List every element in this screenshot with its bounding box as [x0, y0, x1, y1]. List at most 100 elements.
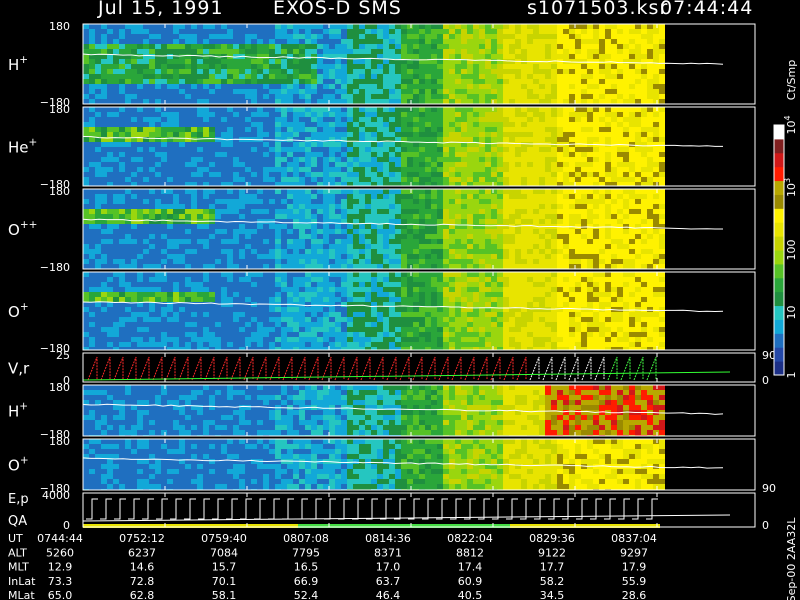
ephemeris-value: 46.4 [376, 589, 401, 600]
ytick-min-h-plus-2: −180 [40, 428, 70, 441]
right-tick-top-vr: 90 [762, 349, 776, 362]
panel-frame-h-plus-2 [82, 384, 756, 437]
trace-line-he-plus [82, 136, 724, 147]
ytick-min-o-plus-2: −180 [40, 482, 70, 495]
colorbar-label-4: 1 [785, 372, 798, 379]
trace-line-o-plus [82, 301, 724, 312]
ytick-min-o-plusplus: −180 [40, 261, 70, 274]
ephemeris-value: 14.6 [130, 561, 155, 574]
panel-label-he-plus: He+ [8, 137, 37, 157]
colorbar [773, 124, 785, 376]
ytick-min-vr: 0 [63, 374, 70, 387]
colorbar-label-1: 103 [783, 178, 798, 197]
qa-bar-segment [298, 524, 510, 528]
ephemeris-value: 15.7 [212, 561, 237, 574]
ytick-min-o-plus: −180 [40, 342, 70, 355]
panel-frame-vr [82, 352, 756, 383]
panel-label2-ep-qa: QA [8, 514, 27, 529]
ephemeris-value: 66.9 [294, 575, 319, 588]
ytick-min-h-plus: −180 [40, 96, 70, 109]
right-tick-bottom-vr: 0 [762, 374, 769, 387]
panel-frame-h-plus [82, 23, 756, 105]
ephemeris-value: 72.8 [130, 575, 155, 588]
ephemeris-label-mlt: MLT [8, 561, 29, 574]
ytick-max-he-plus: 180 [49, 103, 70, 116]
ephemeris-value: 63.7 [376, 575, 401, 588]
ytick-max-o-plus-2: 180 [49, 435, 70, 448]
footer-stamp: Sep-00 2AA32L [785, 517, 798, 600]
panel-label-o-plus: O+ [8, 301, 29, 321]
ephemeris-value: 0807:08 [283, 532, 329, 545]
ephemeris-value: 12.9 [48, 561, 73, 574]
colorbar-unit: Ct/Smp [785, 60, 798, 100]
right-tick-bottom-ep-qa: 0 [762, 519, 769, 532]
trace-line-o-plusplus [82, 218, 724, 230]
ephemeris-value: 0814:36 [365, 532, 411, 545]
panel-frame-o-plusplus [82, 188, 756, 270]
trace-line-h-plus [82, 53, 724, 65]
ephemeris-value: 17.0 [376, 561, 401, 574]
right-tick-bottom-o-plus-2: 90 [762, 482, 776, 495]
colorbar-label-2: 100 [785, 240, 798, 261]
panel-frame-o-plus [82, 271, 756, 351]
ephemeris-value: 34.5 [540, 589, 565, 600]
ephemeris-value: 40.5 [458, 589, 483, 600]
panel-label-h-plus: H+ [8, 54, 28, 74]
ephemeris-value: 8812 [456, 546, 484, 559]
ephemeris-value: 62.8 [130, 589, 155, 600]
ephemeris-value: 16.5 [294, 561, 319, 574]
colorbar-label-0: 104 [783, 115, 798, 134]
ephemeris-value: 73.3 [48, 575, 73, 588]
velocity-baseline [82, 371, 731, 381]
ephemeris-value: 0752:12 [119, 532, 165, 545]
panel-label-o-plus-2: O+ [8, 455, 29, 475]
ephemeris-label-mlat: MLat [8, 589, 35, 600]
panel-label-ep-qa: E,p [8, 492, 29, 507]
ephemeris-value: 5260 [46, 546, 74, 559]
ephemeris-value: 0829:36 [529, 532, 575, 545]
heatmap-cells [83, 24, 665, 490]
ephemeris-value: 65.0 [48, 589, 73, 600]
trace-line-o-plus-2 [82, 457, 724, 469]
ytick-max-h-plus-2: 180 [49, 381, 70, 394]
ephemeris-value: 58.2 [540, 575, 565, 588]
panel-frame-o-plus-2 [82, 438, 756, 491]
colorbar-label-3: 10 [785, 306, 798, 320]
ephemeris-value: 6237 [128, 546, 156, 559]
panel-frame-ep-qa [82, 492, 756, 528]
panel-label-h-plus-2: H+ [8, 401, 28, 421]
ytick-max-ep-qa: 4000 [42, 489, 70, 502]
ytick-min-ep-qa: 0 [63, 519, 70, 532]
ephemeris-value: 55.9 [622, 575, 647, 588]
trace-line-h-plus-2 [82, 403, 724, 415]
ephemeris-value: 0822:04 [447, 532, 493, 545]
plot-date: Jul 15, 1991 [98, 0, 224, 19]
ytick-min-he-plus: −180 [40, 178, 70, 191]
ephemeris-value: 52.4 [294, 589, 319, 600]
ephemeris-label-ut: UT [8, 532, 23, 545]
ephemeris-value: 58.1 [212, 589, 237, 600]
ephemeris-value: 7795 [292, 546, 320, 559]
panel-label-o-plusplus: O++ [8, 219, 37, 239]
ephemeris-value: 7084 [210, 546, 238, 559]
ephemeris-label-alt: ALT [8, 546, 27, 559]
ephemeris-value: 17.9 [622, 561, 647, 574]
ephemeris-value: 70.1 [212, 575, 237, 588]
ytick-max-o-plusplus: 180 [49, 185, 70, 198]
ephemeris-value: 28.6 [622, 589, 647, 600]
ephemeris-label-inlat: InLat [8, 575, 36, 588]
ytick-max-vr: 25 [56, 349, 70, 362]
qa-line [82, 514, 731, 522]
ephemeris-value: 17.4 [458, 561, 483, 574]
ephemeris-value: 60.9 [458, 575, 483, 588]
ytick-max-h-plus: 180 [49, 20, 70, 33]
ephemeris-value: 0744:44 [37, 532, 83, 545]
colorbar-frame [773, 124, 785, 376]
ephemeris-table: UT 0744:44 0752:12 0759:40 0807:08 0814:36 082… [8, 532, 657, 600]
qa-bar-segment [83, 524, 298, 528]
ephemeris-value: 17.7 [540, 561, 565, 574]
qa-bar-segment [510, 524, 660, 528]
panel-frame-he-plus [82, 106, 756, 187]
